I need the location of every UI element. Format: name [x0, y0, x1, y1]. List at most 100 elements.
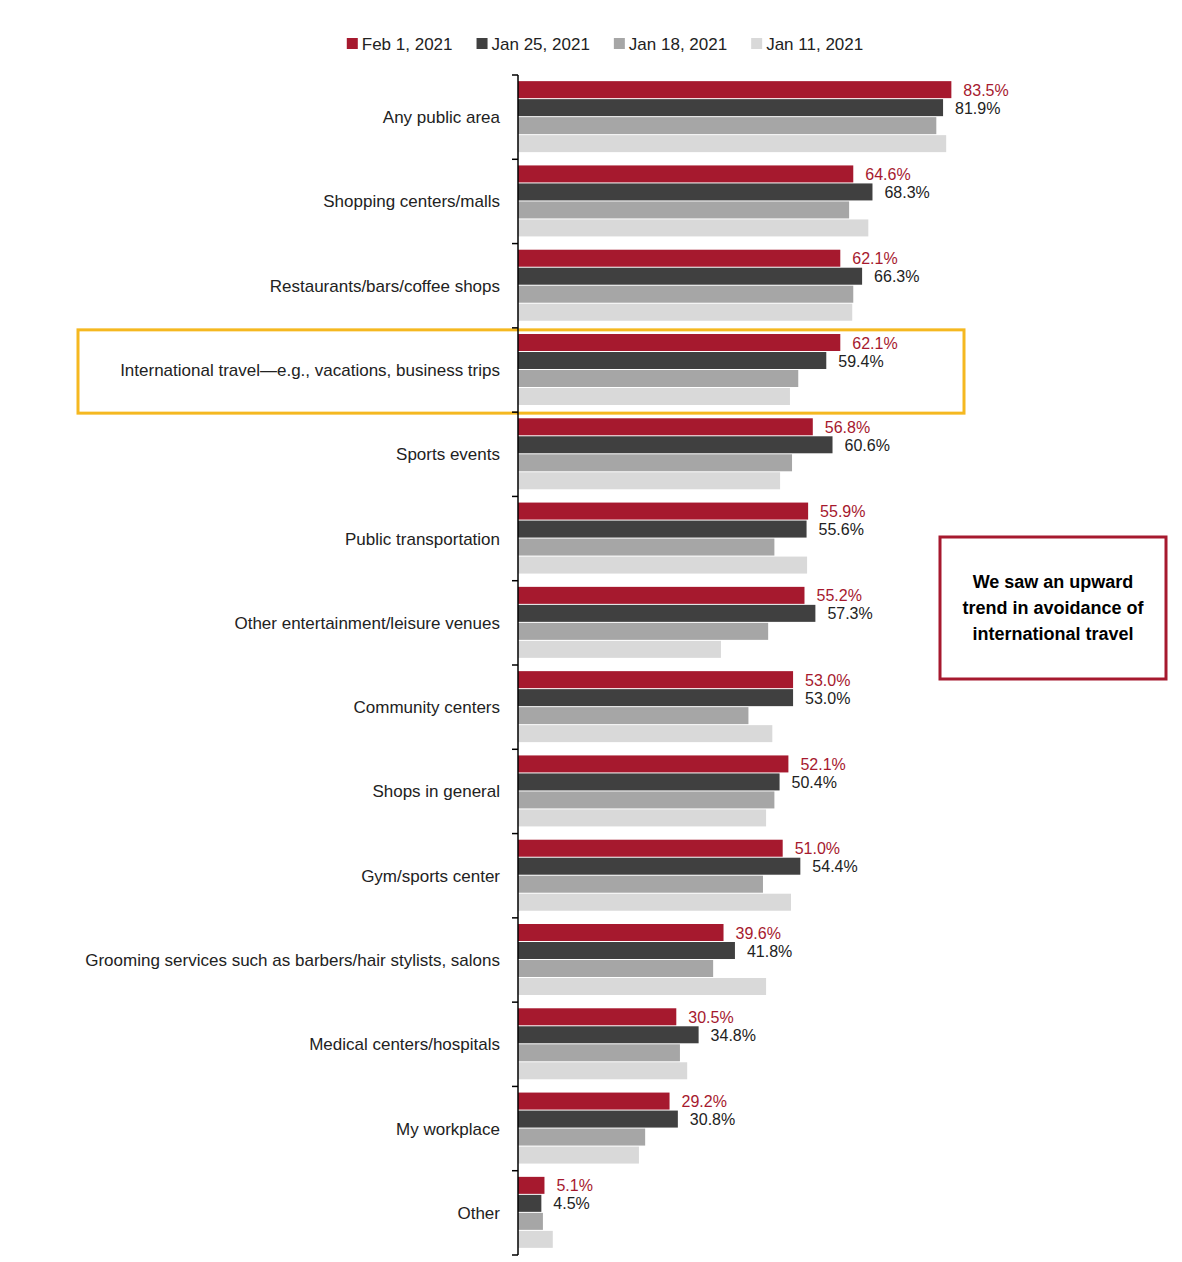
category-tick — [512, 496, 518, 498]
legend-swatch — [477, 38, 488, 49]
bar — [518, 135, 946, 152]
category-tick — [512, 243, 518, 245]
category-tick — [512, 1254, 518, 1256]
category-tick — [512, 833, 518, 835]
category-tick — [512, 1001, 518, 1003]
data-label: 51.0% — [795, 840, 840, 857]
data-label: 56.8% — [825, 419, 870, 436]
bar — [518, 1111, 678, 1128]
category-tick — [512, 917, 518, 919]
data-label: 59.4% — [838, 353, 883, 370]
data-label: 66.3% — [874, 268, 919, 285]
bar — [518, 960, 713, 977]
bar — [518, 587, 804, 604]
data-label: 57.3% — [827, 605, 872, 622]
bar — [518, 1147, 639, 1164]
bar — [518, 1026, 699, 1043]
data-label: 5.1% — [556, 1177, 592, 1194]
category-label: Shopping centers/malls — [323, 192, 500, 211]
legend-swatch — [614, 38, 625, 49]
bar — [518, 521, 807, 538]
bar — [518, 436, 833, 453]
data-label: 62.1% — [852, 335, 897, 352]
chart: 83.5%64.6%62.1%62.1%56.8%55.9%55.2%53.0%… — [0, 0, 1182, 1262]
highlight-box — [78, 330, 964, 413]
bar — [518, 352, 826, 369]
bar — [518, 876, 763, 893]
category-tick — [512, 411, 518, 413]
category-tick — [512, 664, 518, 666]
data-label: 62.1% — [852, 250, 897, 267]
bar — [518, 454, 792, 471]
data-label: 53.0% — [805, 690, 850, 707]
bar — [518, 1231, 553, 1248]
bar — [518, 388, 790, 405]
category-tick — [512, 749, 518, 751]
annotation-box — [940, 537, 1166, 679]
category-label: My workplace — [396, 1120, 500, 1139]
category-tick — [512, 1170, 518, 1172]
category-tick — [512, 580, 518, 582]
data-label: 54.4% — [812, 858, 857, 875]
data-label: 30.5% — [688, 1009, 733, 1026]
data-label: 55.2% — [816, 587, 861, 604]
bar — [518, 472, 780, 489]
bar — [518, 201, 849, 218]
bar — [518, 858, 800, 875]
category-label: Any public area — [383, 108, 501, 127]
legend-swatch — [751, 38, 762, 49]
data-label: 41.8% — [747, 943, 792, 960]
bar — [518, 809, 766, 826]
bar — [518, 1129, 645, 1146]
data-label: 81.9% — [955, 100, 1000, 117]
bar — [518, 924, 724, 941]
category-tick — [512, 159, 518, 161]
bar — [518, 755, 788, 772]
bar — [518, 117, 936, 134]
bar — [518, 605, 815, 622]
category-label: Grooming services such as barbers/hair s… — [85, 951, 500, 970]
category-label: International travel—e.g., vacations, bu… — [120, 361, 500, 380]
bar — [518, 183, 872, 200]
bar — [518, 671, 793, 688]
data-label: 52.1% — [800, 756, 845, 773]
bar — [518, 641, 721, 658]
data-label: 55.9% — [820, 503, 865, 520]
legend-swatch — [347, 38, 358, 49]
bar — [518, 539, 774, 556]
data-label: 53.0% — [805, 672, 850, 689]
data-label: 29.2% — [682, 1093, 727, 1110]
bar — [518, 791, 774, 808]
legend-label: Feb 1, 2021 — [362, 35, 453, 54]
bar — [518, 1044, 680, 1061]
category-label: Sports events — [396, 445, 500, 464]
bar — [518, 689, 793, 706]
category-label: Medical centers/hospitals — [309, 1035, 500, 1054]
category-label: Gym/sports center — [361, 867, 500, 886]
bar — [518, 250, 840, 267]
bar — [518, 304, 852, 321]
bar — [518, 1008, 676, 1025]
bar — [518, 370, 798, 387]
bar — [518, 978, 766, 995]
bar — [518, 557, 807, 574]
annotation: We saw an upwardtrend in avoidance ofint… — [962, 572, 1144, 644]
bar — [518, 1093, 670, 1110]
bar — [518, 165, 853, 182]
bar — [518, 1195, 541, 1212]
bar — [518, 99, 943, 116]
bar — [518, 840, 783, 857]
category-label: Community centers — [354, 698, 500, 717]
category-tick — [512, 74, 518, 76]
bar — [518, 894, 791, 911]
data-label: 30.8% — [690, 1111, 735, 1128]
data-label: 39.6% — [736, 925, 781, 942]
data-label: 60.6% — [845, 437, 890, 454]
bar — [518, 503, 808, 520]
category-tick — [512, 1086, 518, 1088]
data-label: 83.5% — [963, 82, 1008, 99]
category-label: Shops in general — [372, 782, 500, 801]
bar — [518, 942, 735, 959]
bar — [518, 81, 951, 98]
legend: Feb 1, 2021Jan 25, 2021Jan 18, 2021Jan 1… — [347, 35, 863, 54]
